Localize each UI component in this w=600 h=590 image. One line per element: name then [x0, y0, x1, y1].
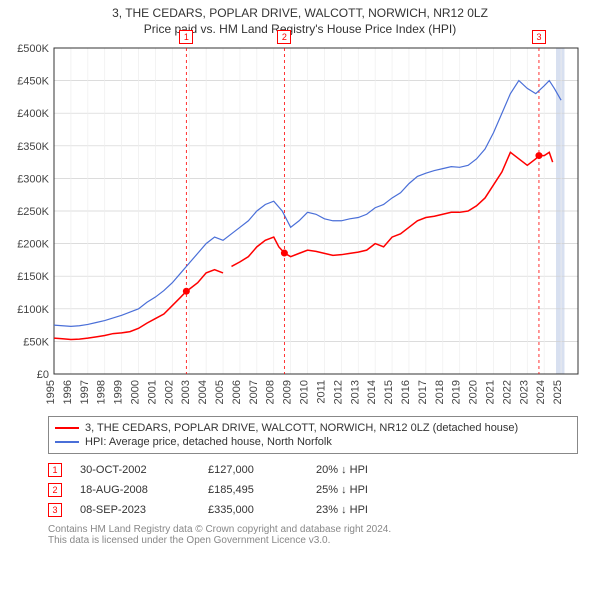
sale-price: £185,495: [208, 484, 298, 496]
svg-text:2009: 2009: [282, 380, 294, 404]
svg-text:2017: 2017: [417, 380, 429, 404]
svg-text:2011: 2011: [315, 380, 327, 404]
svg-text:2006: 2006: [231, 380, 243, 404]
svg-text:2025: 2025: [552, 380, 564, 404]
legend-swatch: [55, 427, 79, 429]
sale-marker-on-plot: 1: [179, 30, 193, 44]
sale-price: £335,000: [208, 504, 298, 516]
sales-row: 1 30-OCT-2002 £127,000 20% ↓ HPI: [48, 460, 578, 480]
svg-text:2014: 2014: [366, 380, 378, 404]
chart-svg: £0 £50K £100K £150K £200K £250K £300K £350K £400…: [10, 40, 590, 410]
svg-text:2008: 2008: [265, 380, 277, 404]
svg-text:£150K: £150K: [17, 271, 49, 283]
svg-text:2020: 2020: [468, 380, 480, 404]
sale-price: £127,000: [208, 464, 298, 476]
svg-text:2019: 2019: [451, 380, 463, 404]
svg-text:2002: 2002: [163, 380, 175, 404]
sale-delta: 23% ↓ HPI: [316, 504, 406, 516]
svg-text:2023: 2023: [518, 380, 530, 404]
chart-plot-area: £0 £50K £100K £150K £200K £250K £300K £350K £400…: [10, 40, 590, 410]
sale-delta: 20% ↓ HPI: [316, 464, 406, 476]
svg-text:1995: 1995: [45, 380, 57, 404]
legend-box: 3, THE CEDARS, POPLAR DRIVE, WALCOTT, NO…: [48, 416, 578, 454]
svg-text:1998: 1998: [96, 380, 108, 404]
attribution: Contains HM Land Registry data © Crown c…: [48, 524, 578, 546]
legend-row: HPI: Average price, detached house, Nort…: [55, 435, 571, 449]
legend-row: 3, THE CEDARS, POPLAR DRIVE, WALCOTT, NO…: [55, 421, 571, 435]
svg-text:£350K: £350K: [17, 141, 49, 153]
svg-text:£300K: £300K: [17, 173, 49, 185]
svg-text:2018: 2018: [434, 380, 446, 404]
svg-text:2013: 2013: [349, 380, 361, 404]
svg-text:£100K: £100K: [17, 304, 49, 316]
sales-row: 2 18-AUG-2008 £185,495 25% ↓ HPI: [48, 480, 578, 500]
svg-text:£250K: £250K: [17, 206, 49, 218]
svg-text:2001: 2001: [146, 380, 158, 404]
sale-delta: 25% ↓ HPI: [316, 484, 406, 496]
sale-date: 30-OCT-2002: [80, 464, 190, 476]
svg-text:2024: 2024: [535, 380, 547, 404]
sales-table: 1 30-OCT-2002 £127,000 20% ↓ HPI 2 18-AUG-200…: [48, 460, 578, 520]
svg-text:£500K: £500K: [17, 43, 49, 55]
svg-text:£0: £0: [37, 369, 49, 381]
svg-text:£400K: £400K: [17, 108, 49, 120]
svg-text:2015: 2015: [383, 380, 395, 404]
chart-title: 3, THE CEDARS, POPLAR DRIVE, WALCOTT, NO…: [0, 0, 600, 20]
svg-text:2003: 2003: [180, 380, 192, 404]
svg-text:2022: 2022: [501, 380, 513, 404]
svg-text:£450K: £450K: [17, 76, 49, 88]
sales-row: 3 08-SEP-2023 £335,000 23% ↓ HPI: [48, 500, 578, 520]
chart-subtitle: Price paid vs. HM Land Registry's House …: [0, 20, 600, 40]
svg-text:£200K: £200K: [17, 239, 49, 251]
svg-text:2010: 2010: [299, 380, 311, 404]
sale-marker-icon: 1: [48, 463, 62, 477]
legend-label: HPI: Average price, detached house, Nort…: [85, 436, 332, 448]
legend-swatch: [55, 441, 79, 443]
svg-text:2012: 2012: [332, 380, 344, 404]
legend-label: 3, THE CEDARS, POPLAR DRIVE, WALCOTT, NO…: [85, 422, 518, 434]
sale-marker-on-plot: 2: [277, 30, 291, 44]
sale-date: 08-SEP-2023: [80, 504, 190, 516]
svg-text:1997: 1997: [79, 380, 91, 404]
sale-marker-on-plot: 3: [532, 30, 546, 44]
svg-text:2016: 2016: [400, 380, 412, 404]
sale-marker-icon: 2: [48, 483, 62, 497]
svg-text:2007: 2007: [248, 380, 260, 404]
attribution-line-1: Contains HM Land Registry data © Crown c…: [48, 524, 578, 535]
svg-text:1996: 1996: [62, 380, 74, 404]
svg-text:£50K: £50K: [23, 336, 49, 348]
svg-text:1999: 1999: [113, 380, 125, 404]
svg-text:2021: 2021: [484, 380, 496, 404]
sale-marker-icon: 3: [48, 503, 62, 517]
svg-text:2005: 2005: [214, 380, 226, 404]
svg-text:2004: 2004: [197, 380, 209, 404]
attribution-line-2: This data is licensed under the Open Gov…: [48, 535, 578, 546]
sale-date: 18-AUG-2008: [80, 484, 190, 496]
svg-text:2000: 2000: [130, 380, 142, 404]
